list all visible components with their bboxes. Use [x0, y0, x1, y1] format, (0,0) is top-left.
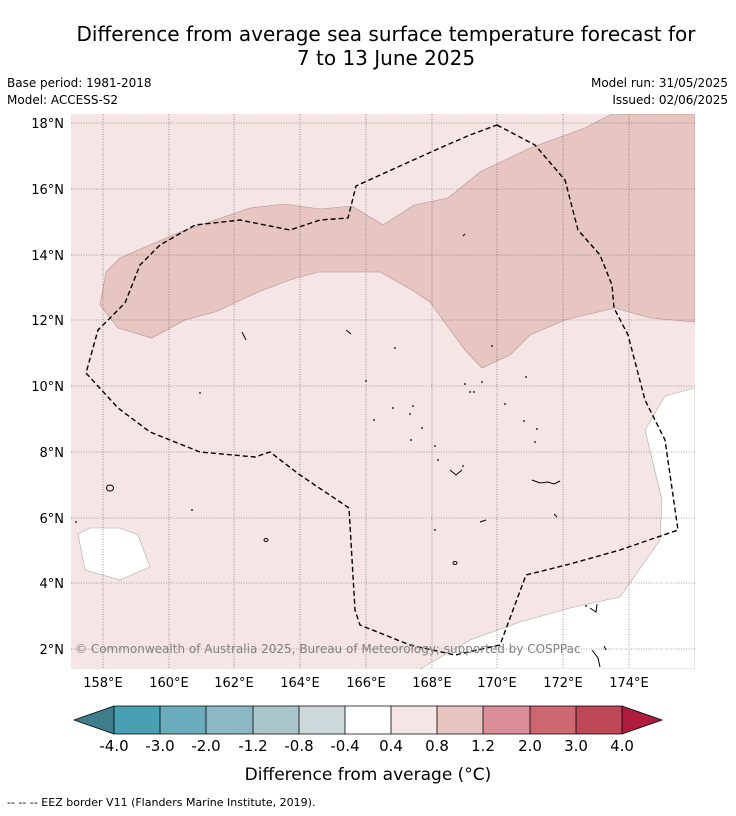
colorbar-label: 1.2 — [471, 737, 495, 755]
colorbar: -4.0 -3.0 -2.0 -1.2 -0.8 -0.4 0.4 0.8 1.… — [72, 705, 664, 785]
meta-right: Model run: 31/05/2025 Issued: 02/06/2025 — [591, 75, 728, 109]
eez-legend-note: -- -- -- EEZ border V11 (Flanders Marine… — [7, 796, 316, 809]
colorbar-segment — [114, 706, 160, 734]
colorbar-label: -0.8 — [284, 737, 313, 755]
title-line-1: Difference from average sea surface temp… — [76, 22, 696, 46]
colorbar-segment — [299, 706, 345, 734]
colorbar-label: 4.0 — [610, 737, 634, 755]
colorbar-segment — [160, 706, 206, 734]
y-tick-label: 16°N — [31, 183, 64, 198]
meta-left: Base period: 1981-2018 Model: ACCESS-S2 — [7, 75, 152, 109]
x-tick-label: 166°E — [346, 676, 386, 691]
colorbar-title: Difference from average (°C) — [245, 765, 492, 785]
title-line-2: 7 to 13 June 2025 — [296, 46, 476, 70]
x-tick-label: 170°E — [477, 676, 517, 691]
x-tick-label: 172°E — [543, 676, 583, 691]
colorbar-label: 0.8 — [425, 737, 449, 755]
y-tick-label: 4°N — [40, 577, 65, 592]
model-run: Model run: 31/05/2025 — [590, 76, 728, 90]
x-tick-label: 164°E — [280, 676, 320, 691]
colorbar-segment — [345, 706, 391, 734]
colorbar-label: -0.4 — [330, 737, 359, 755]
colorbar-label: 3.0 — [564, 737, 588, 755]
y-tick-label: 2°N — [40, 643, 65, 658]
colorbar-label: 0.4 — [379, 737, 403, 755]
issued-date: Issued: 02/06/2025 — [612, 93, 728, 107]
x-tick-label: 158°E — [83, 676, 123, 691]
y-tick-label: 18°N — [31, 117, 64, 132]
y-tick-label: 14°N — [31, 249, 64, 264]
colorbar-segment — [391, 706, 437, 734]
colorbar-segment — [530, 706, 576, 734]
copyright-notice: © Commonwealth of Australia 2025, Bureau… — [75, 642, 581, 656]
map-area: © Commonwealth of Australia 2025, Bureau… — [71, 114, 695, 669]
y-tick-label: 12°N — [31, 314, 64, 329]
base-period: Base period: 1981-2018 — [7, 76, 152, 90]
x-tick-labels: 158°E 160°E 162°E 164°E 166°E 168°E 170°… — [83, 676, 649, 691]
eez-border — [85, 124, 679, 656]
colorbar-segment — [206, 706, 253, 734]
colorbar-label: -3.0 — [145, 737, 174, 755]
colorbar-dividers — [113, 706, 623, 734]
y-tick-labels: 2°N 4°N 6°N 8°N 10°N 12°N 14°N 16°N 18°N — [31, 117, 64, 658]
colorbar-segment — [483, 706, 530, 734]
model-name: Model: ACCESS-S2 — [7, 93, 119, 107]
islands — [106, 233, 607, 668]
neutral-region-south-east — [419, 387, 695, 669]
anomaly-band-mid — [99, 114, 695, 369]
y-tick-label: 8°N — [40, 446, 65, 461]
y-tick-label: 6°N — [40, 512, 65, 527]
colorbar-arrow-low — [74, 706, 114, 734]
colorbar-segment — [576, 706, 622, 734]
x-tick-label: 168°E — [412, 676, 452, 691]
x-tick-label: 162°E — [214, 676, 254, 691]
x-tick-label: 160°E — [149, 676, 189, 691]
y-tick-label: 10°N — [31, 380, 64, 395]
atolls — [75, 345, 587, 607]
colorbar-label: -1.2 — [238, 737, 267, 755]
x-tick-label: 174°E — [609, 676, 649, 691]
colorbar-label: 2.0 — [518, 737, 542, 755]
chart-title: Difference from average sea surface temp… — [0, 22, 736, 70]
colorbar-label: -2.0 — [191, 737, 220, 755]
colorbar-segment — [437, 706, 483, 734]
colorbar-segment — [253, 706, 299, 734]
colorbar-labels: -4.0 -3.0 -2.0 -1.2 -0.8 -0.4 0.4 0.8 1.… — [99, 737, 634, 755]
neutral-region-west — [77, 527, 151, 581]
colorbar-arrow-high — [622, 706, 662, 734]
colorbar-label: -4.0 — [99, 737, 128, 755]
